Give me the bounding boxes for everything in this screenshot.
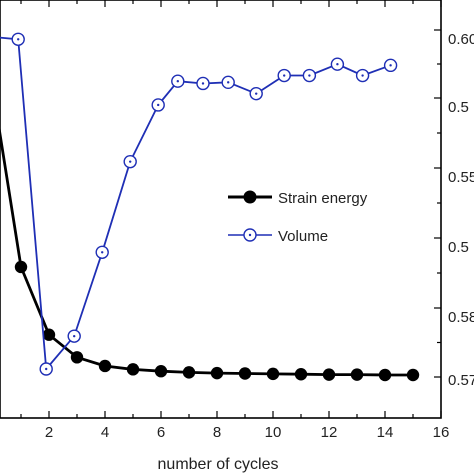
data-point-center-volume <box>129 160 132 163</box>
right-y-tick-label: 0.5 <box>448 239 469 256</box>
right-y-tick-label: 0.55 <box>448 169 474 186</box>
data-point-center-volume <box>17 38 20 41</box>
data-point-strain-energy <box>238 367 252 380</box>
data-point-strain-energy <box>182 366 196 379</box>
x-tick-label: 6 <box>157 424 165 441</box>
x-tick-label: 10 <box>265 424 282 441</box>
data-point-center-volume <box>101 251 104 254</box>
data-point-strain-energy <box>406 368 420 382</box>
x-tick-label: 14 <box>377 424 394 441</box>
data-point-center-volume <box>308 74 311 77</box>
data-point-strain-energy <box>154 365 168 378</box>
data-point-strain-energy <box>70 351 84 364</box>
data-point-center-volume <box>283 74 286 77</box>
right-y-tick-label: 0.57 <box>448 372 474 389</box>
legend-label-volume: Volume <box>278 228 328 245</box>
plot-border <box>0 0 442 419</box>
legend-marker-volume-dot <box>248 233 252 237</box>
data-point-center-volume <box>361 74 364 77</box>
data-point-strain-energy <box>350 368 364 381</box>
axis-labels: 2 4 6 8 10 12 14 16 0.57 0.58 0.5 0.55 0… <box>45 31 474 473</box>
data-point-center-volume <box>157 103 160 107</box>
data-point-center-volume <box>201 82 205 85</box>
x-tick-label: 2 <box>45 424 53 441</box>
right-y-tick-label: 0.60 <box>448 31 474 48</box>
data-point-strain-energy <box>14 260 28 274</box>
data-point-strain-energy <box>210 366 224 380</box>
data-point-center-volume <box>73 334 76 338</box>
legend-marker-strain-energy <box>243 190 257 204</box>
data-point-strain-energy <box>42 328 56 341</box>
plot-frame <box>0 0 442 419</box>
series-layer <box>0 32 420 382</box>
data-point-center-volume <box>336 62 339 66</box>
data-point-strain-energy <box>266 367 280 381</box>
data-point-center-volume <box>176 79 179 83</box>
series-line-strain-energy <box>0 125 413 377</box>
data-point-strain-energy <box>294 368 308 381</box>
right-y-tick-label: 0.58 <box>448 309 474 326</box>
x-tick-label: 4 <box>101 424 109 441</box>
data-point-center-volume <box>255 92 258 95</box>
data-point-strain-energy <box>98 359 112 373</box>
x-axis-title: number of cycles <box>158 456 279 473</box>
data-point-center-volume <box>227 81 230 84</box>
legend: Strain energy Volume <box>228 190 368 245</box>
data-point-center-volume <box>45 367 48 371</box>
data-point-strain-energy <box>322 368 336 381</box>
x-tick-label: 8 <box>213 424 221 441</box>
x-tick-label: 12 <box>321 424 338 441</box>
legend-label-strain-energy: Strain energy <box>278 190 368 207</box>
series-line-volume <box>0 36 391 370</box>
data-point-strain-energy <box>126 363 140 376</box>
data-point-strain-energy <box>378 368 392 382</box>
right-y-tick-label: 0.5 <box>448 99 469 116</box>
data-point-center-volume <box>389 64 392 67</box>
x-tick-label: 16 <box>433 424 450 441</box>
